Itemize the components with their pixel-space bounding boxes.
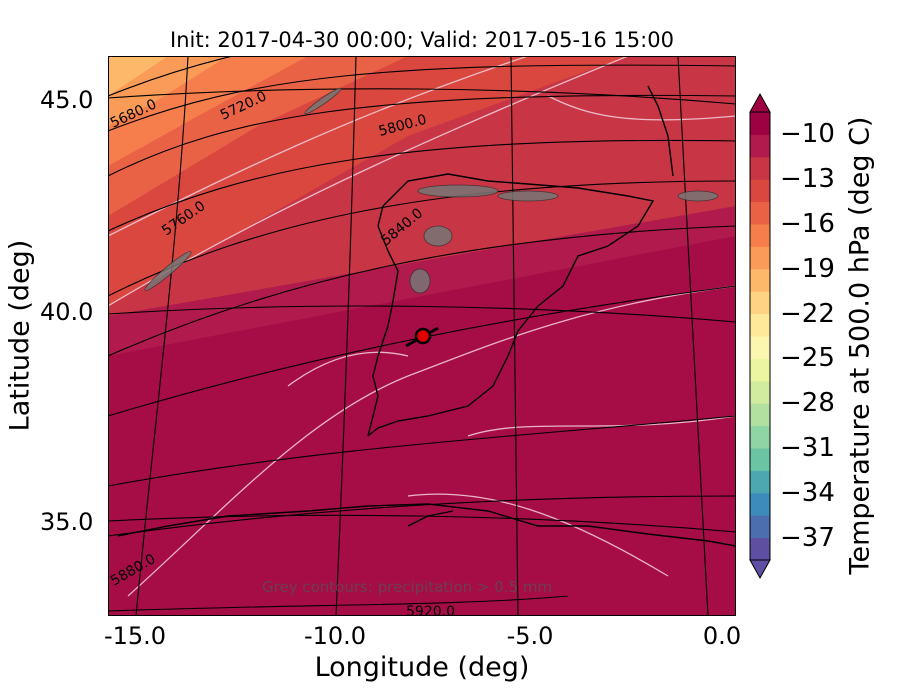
colorbar-tick-label: −10 [780, 119, 835, 150]
colorbar-label: Temperature at 500.0 hPa (deg C) [844, 116, 876, 575]
x-axis-label: Longitude (deg) [314, 652, 530, 683]
location-marker[interactable] [414, 327, 432, 345]
graticule [108, 56, 736, 616]
temp-band-18 [108, 56, 168, 96]
colorbar-tick-label: −13 [780, 164, 835, 195]
map-plot[interactable]: 5680.0 5720.0 5800.0 5760.0 5840.0 5880.… [108, 56, 736, 616]
colorbar-band [750, 537, 770, 561]
colorbar-band [750, 179, 770, 203]
temperature-contours [108, 56, 736, 597]
colorbar-tick-label: −37 [780, 522, 835, 553]
colorbar-band [750, 425, 770, 449]
colorbar-band [750, 268, 770, 292]
x-tick-label: 0.0 [702, 622, 742, 650]
y-tick-label: 35.0 [40, 508, 94, 536]
colorbar-tick-label: −34 [780, 477, 835, 508]
colorbar-band [750, 492, 770, 516]
colorbar-band [750, 403, 770, 427]
colorbar-band [750, 246, 770, 270]
colorbar-band [750, 313, 770, 337]
map-canvas: 5680.0 5720.0 5800.0 5760.0 5840.0 5880.… [108, 56, 736, 616]
colorbar-min-extend [749, 559, 771, 580]
colorbar-band [750, 112, 770, 135]
colorbar [749, 92, 771, 580]
plot-frame [108, 56, 736, 616]
x-tick-label: -5.0 [506, 622, 554, 650]
colorbar-band [750, 358, 770, 382]
colorbar-band [750, 380, 770, 404]
colorbar-band [750, 515, 770, 539]
y-axis-label: Latitude (deg) [4, 239, 36, 432]
x-tick-label: -10.0 [303, 622, 367, 650]
colorbar-band [750, 336, 770, 359]
svg-text:5920.0: 5920.0 [406, 604, 455, 616]
colorbar-band [750, 448, 770, 471]
precipitation-note: Grey contours: precipitation > 0.5 mm [262, 578, 553, 596]
colorbar-max-extend [749, 92, 771, 113]
colorbar-tick-label: −28 [780, 388, 835, 419]
colorbar-band [750, 201, 770, 225]
y-tick-label: 45.0 [40, 86, 94, 114]
colorbar-tick-label: −16 [780, 209, 835, 239]
colorbar-tick-label: −25 [780, 343, 835, 374]
colorbar-band [750, 134, 770, 158]
colorbar-tick-label: −31 [780, 433, 835, 463]
coastlines [117, 85, 736, 547]
colorbar-band [750, 470, 770, 494]
x-tick-label: -15.0 [103, 622, 167, 650]
plot-title: Init: 2017-04-30 00:00; Valid: 2017-05-1… [170, 28, 674, 52]
precipitation-contours [144, 87, 719, 294]
colorbar-band [750, 156, 770, 180]
colorbar-band [750, 291, 770, 315]
y-tick-label: 40.0 [40, 298, 94, 326]
colorbar-tick-label: −19 [780, 253, 835, 284]
colorbar-band [750, 224, 770, 247]
colorbar-tick-label: −22 [780, 298, 835, 329]
